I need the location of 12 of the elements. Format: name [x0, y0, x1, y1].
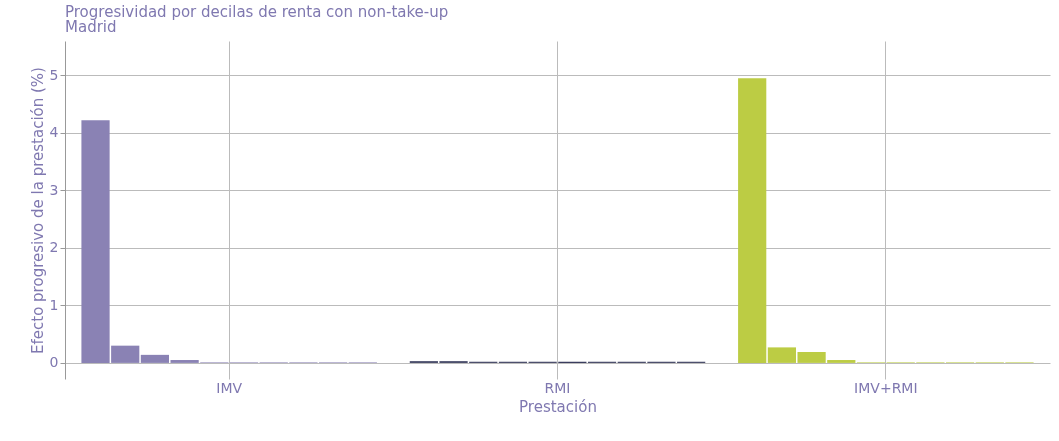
y-tick-label: 2	[49, 239, 59, 256]
x-tick-label: RMI	[544, 379, 571, 396]
x-tick-label: IMV+RMI	[854, 379, 918, 396]
y-axis-title: Efecto progresivo de la prestación (%)	[28, 67, 47, 354]
x-axis-title: Prestación	[519, 397, 597, 416]
y-tick-label: 3	[49, 181, 59, 198]
y-tick-label: 5	[49, 66, 59, 83]
x-tick-label: IMV	[216, 379, 243, 396]
y-tick-label: 1	[49, 296, 59, 313]
chart-title: Progresividad por decilas de renta con non-take-up	[65, 3, 449, 21]
y-tick-label: 4	[49, 124, 59, 141]
y-tick-label: 0	[49, 354, 59, 371]
